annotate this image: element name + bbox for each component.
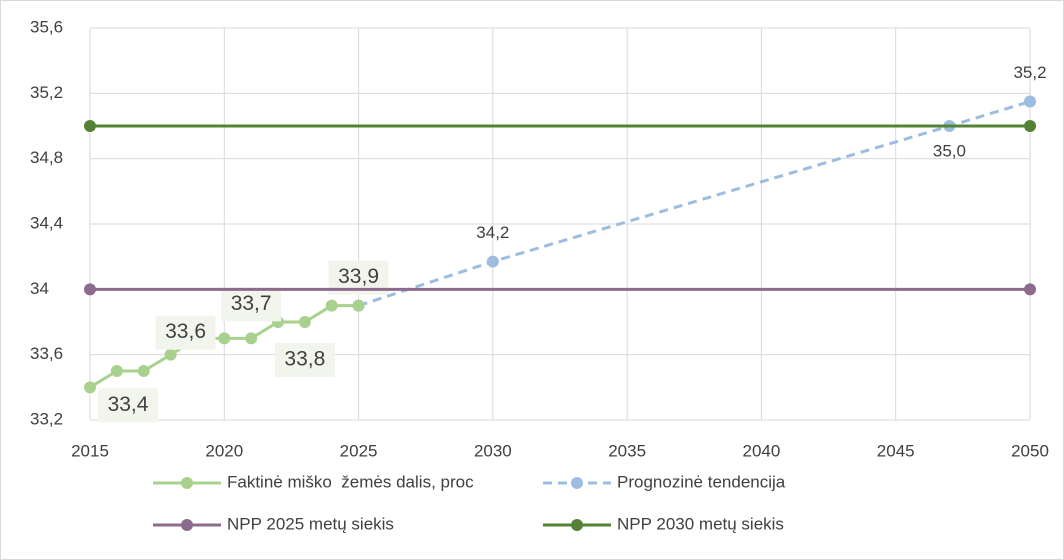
- label-box: [98, 388, 158, 423]
- data-label: 33,6: [165, 320, 206, 343]
- legend-label: Prognozinė tendencija: [617, 472, 786, 491]
- y-tick-label: 35,6: [30, 17, 63, 36]
- legend-marker: [571, 477, 583, 489]
- point: [352, 299, 365, 312]
- y-tick-label: 34,8: [30, 148, 63, 167]
- x-tick-label: 2030: [474, 441, 512, 460]
- y-tick-label: 33,2: [30, 409, 63, 428]
- point: [486, 255, 499, 268]
- point: [84, 381, 96, 394]
- point: [245, 332, 258, 345]
- label-box: [221, 287, 282, 322]
- x-tick-label: 2045: [877, 441, 915, 460]
- x-tick-label: 2015: [71, 441, 109, 460]
- x-tick-label: 2035: [608, 441, 646, 460]
- legend-label: Faktinė miško žemės dalis, proc: [227, 472, 474, 491]
- point: [1024, 95, 1036, 108]
- y-tick-label: 34: [30, 279, 49, 298]
- data-label: 33,9: [338, 265, 379, 288]
- legend-marker: [181, 519, 193, 531]
- x-tick-label: 2040: [743, 441, 781, 460]
- label-box: [274, 343, 335, 377]
- point: [164, 348, 177, 361]
- legend-marker: [181, 477, 193, 489]
- x-tick-label: 2020: [205, 441, 243, 460]
- legend-label: NPP 2030 metų siekis: [617, 514, 784, 533]
- x-tick-label: 2025: [340, 441, 378, 460]
- label-box: [155, 315, 216, 350]
- x-tick-label: 2050: [1011, 441, 1049, 460]
- series-line: [358, 100, 1031, 308]
- point: [325, 299, 338, 312]
- data-label: 33,4: [108, 393, 149, 416]
- point: [218, 332, 231, 345]
- point: [298, 316, 311, 328]
- legend-marker: [571, 519, 583, 531]
- data-label: 35,0: [933, 141, 966, 160]
- legend-label: NPP 2025 metų siekis: [227, 514, 394, 533]
- data-label: 35,2: [1013, 63, 1046, 82]
- y-tick-label: 34,4: [30, 213, 63, 232]
- point: [110, 365, 123, 377]
- data-label: 33,8: [284, 348, 325, 371]
- point: [84, 120, 96, 132]
- data-label: 33,7: [231, 292, 272, 315]
- data-label: 34,2: [476, 223, 509, 242]
- y-tick-label: 33,6: [30, 344, 63, 363]
- point: [84, 283, 96, 296]
- point: [1024, 283, 1036, 296]
- y-tick-label: 35,2: [30, 83, 63, 102]
- point: [1024, 120, 1036, 132]
- point: [137, 365, 150, 377]
